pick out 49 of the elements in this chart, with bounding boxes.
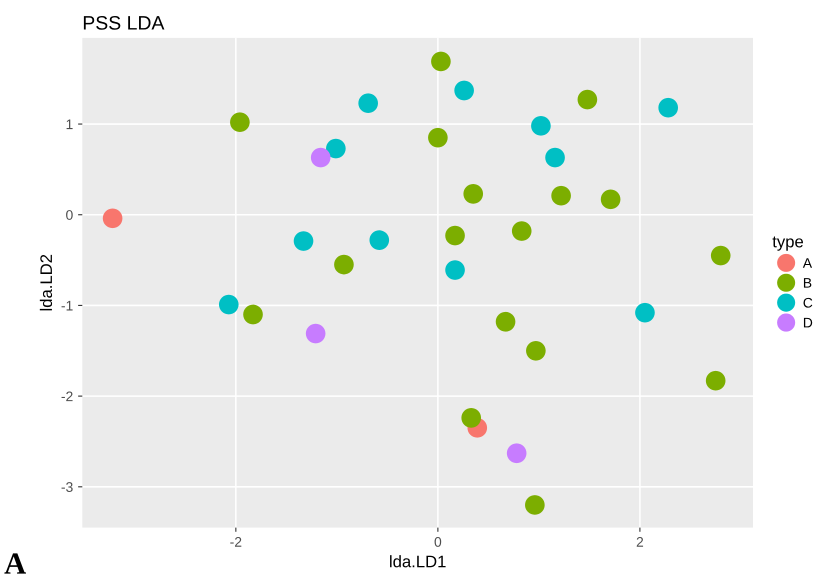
- point: [294, 231, 314, 251]
- legend-label: C: [804, 298, 812, 308]
- point: [306, 324, 326, 344]
- point: [635, 302, 655, 323]
- legend-label: A: [802, 258, 812, 268]
- point: [496, 312, 516, 332]
- point: [506, 443, 526, 464]
- point: [461, 408, 482, 428]
- point: [463, 184, 484, 204]
- x-axis-title: lda.LD1: [390, 555, 446, 568]
- point: [431, 52, 451, 72]
- legend-label: B: [804, 278, 812, 288]
- point: [454, 80, 474, 100]
- y-axis-title: lda.LD2: [40, 254, 52, 310]
- point: [326, 138, 346, 158]
- x-tick-label: 2: [636, 537, 644, 547]
- chart-title: PSS LDA: [84, 16, 164, 30]
- point: [102, 208, 122, 228]
- point: [358, 93, 378, 114]
- point: [310, 148, 331, 168]
- point: [531, 116, 551, 136]
- point: [369, 230, 390, 250]
- text: A: [4, 553, 26, 574]
- y-tick-label: 1: [66, 120, 73, 130]
- point: [551, 186, 571, 206]
- point: [445, 260, 465, 280]
- y-tick-label: -2: [62, 391, 73, 402]
- point: [218, 294, 239, 314]
- legend-label: D: [804, 318, 812, 328]
- point: [428, 128, 448, 148]
- x-tick-label: -2: [230, 537, 242, 547]
- point: [445, 226, 465, 246]
- x-tick-label: 0: [434, 537, 442, 547]
- point: [512, 221, 532, 241]
- y-tick-label: 0: [66, 210, 73, 220]
- point: [230, 112, 250, 132]
- point: [658, 98, 678, 118]
- y-tick-label: -1: [62, 300, 73, 310]
- point: [545, 148, 565, 168]
- point: [526, 340, 546, 361]
- point: [578, 90, 598, 110]
- point: [243, 304, 263, 324]
- y-tick-label: -3: [62, 482, 73, 492]
- point: [710, 246, 731, 266]
- legend-title: type: [772, 236, 804, 251]
- point: [600, 190, 620, 210]
- point: [706, 370, 726, 391]
- point: [334, 254, 354, 274]
- point: [525, 495, 545, 515]
